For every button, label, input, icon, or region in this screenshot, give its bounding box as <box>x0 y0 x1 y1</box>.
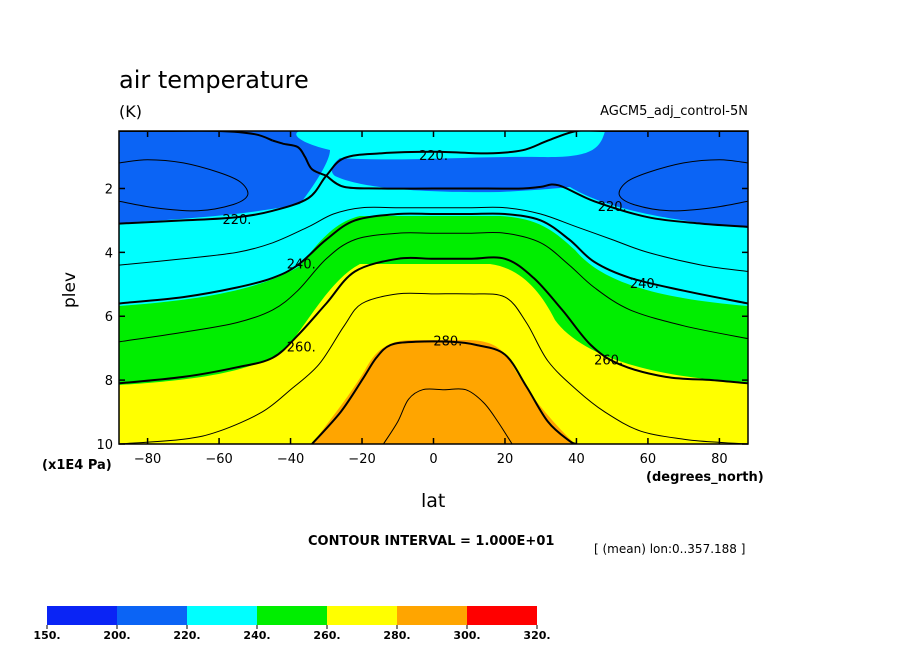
color-bar-swatch <box>117 606 187 625</box>
isoline-290 <box>383 388 513 444</box>
region-200-220-center <box>331 131 748 228</box>
x-tick-label: 0 <box>429 452 437 467</box>
contour-label: 240. <box>630 277 659 292</box>
contour-fill-regions <box>119 131 748 444</box>
y-axis: 2 4 6 8 10 <box>96 182 748 453</box>
x-tick-label: −60 <box>205 452 232 467</box>
contour-label: 220. <box>419 149 448 164</box>
mean-note: [ (mean) lon:0..357.188 ] <box>594 542 746 556</box>
isoline-250 <box>119 231 748 343</box>
color-bar-label: 240. <box>243 629 270 642</box>
contour-label: 260. <box>594 353 623 368</box>
color-bar-swatch <box>397 606 467 625</box>
contour-lines <box>119 131 748 444</box>
isoline-280 <box>311 340 577 444</box>
contour-label: 220. <box>222 213 251 228</box>
color-bar-swatch <box>257 606 327 625</box>
region-280-300 <box>312 340 575 444</box>
isoline-210 <box>119 159 249 212</box>
color-bar-swatch <box>187 606 257 625</box>
region-200-220-left <box>119 131 330 223</box>
color-bar-label: 320. <box>523 629 550 642</box>
color-bar-swatch <box>47 606 117 625</box>
contour-label: 240. <box>287 258 316 273</box>
isoline-220 <box>119 131 274 142</box>
y-tick-label: 10 <box>96 438 113 453</box>
isoline-220 <box>325 174 748 228</box>
contour-labels: 220. 220. 220. 240. 240. 260. 260. 280. <box>222 149 658 368</box>
color-bar-swatch <box>467 606 537 625</box>
isoline-270 <box>119 292 748 444</box>
isoline-220 <box>272 139 327 177</box>
contour-label: 220. <box>598 200 627 215</box>
x-tick-label: −80 <box>134 452 161 467</box>
x-tick-label: 20 <box>497 452 514 467</box>
y-tick-label: 4 <box>105 246 113 261</box>
isoline-240 <box>119 212 748 305</box>
units-label: (K) <box>119 102 142 121</box>
x-tick-label: −40 <box>277 452 304 467</box>
y-axis-units: (x1E4 Pa) <box>42 458 112 473</box>
y-tick-label: 6 <box>105 310 113 325</box>
chart-title: air temperature <box>119 66 309 94</box>
isoline-210 <box>618 159 748 212</box>
color-bar-label: 300. <box>453 629 480 642</box>
color-bar-swatch <box>327 606 397 625</box>
contour-label: 280. <box>433 334 462 349</box>
color-bar-label: 220. <box>173 629 200 642</box>
color-bar-label: 260. <box>313 629 340 642</box>
x-axis-units: (degrees_north) <box>646 470 764 485</box>
y-tick-label: 2 <box>105 182 113 197</box>
x-axis-title: lat <box>421 490 446 512</box>
color-bar-label: 200. <box>103 629 130 642</box>
y-tick-label: 8 <box>105 374 113 389</box>
contour-interval-note: CONTOUR INTERVAL = 1.000E+01 <box>308 534 555 549</box>
isoline-260 <box>119 256 748 385</box>
x-tick-label: 80 <box>711 452 728 467</box>
isoline-230 <box>119 206 748 272</box>
isoline-220 <box>119 131 748 225</box>
contour-label: 260. <box>287 341 316 356</box>
x-tick-label: 60 <box>640 452 657 467</box>
color-bar-label: 150. <box>33 629 60 642</box>
x-tick-label: −20 <box>348 452 375 467</box>
x-tick-label: 40 <box>568 452 585 467</box>
x-axis: −80 −60 −40 −20 0 20 40 60 80 <box>134 131 728 467</box>
color-bar: 150. 200. 220. 240. 260. 280. 300. 320. <box>33 606 551 642</box>
y-axis-title: plev <box>60 271 81 309</box>
color-bar-label: 280. <box>383 629 410 642</box>
dataset-label: AGCM5_adj_control-5N <box>600 104 748 119</box>
